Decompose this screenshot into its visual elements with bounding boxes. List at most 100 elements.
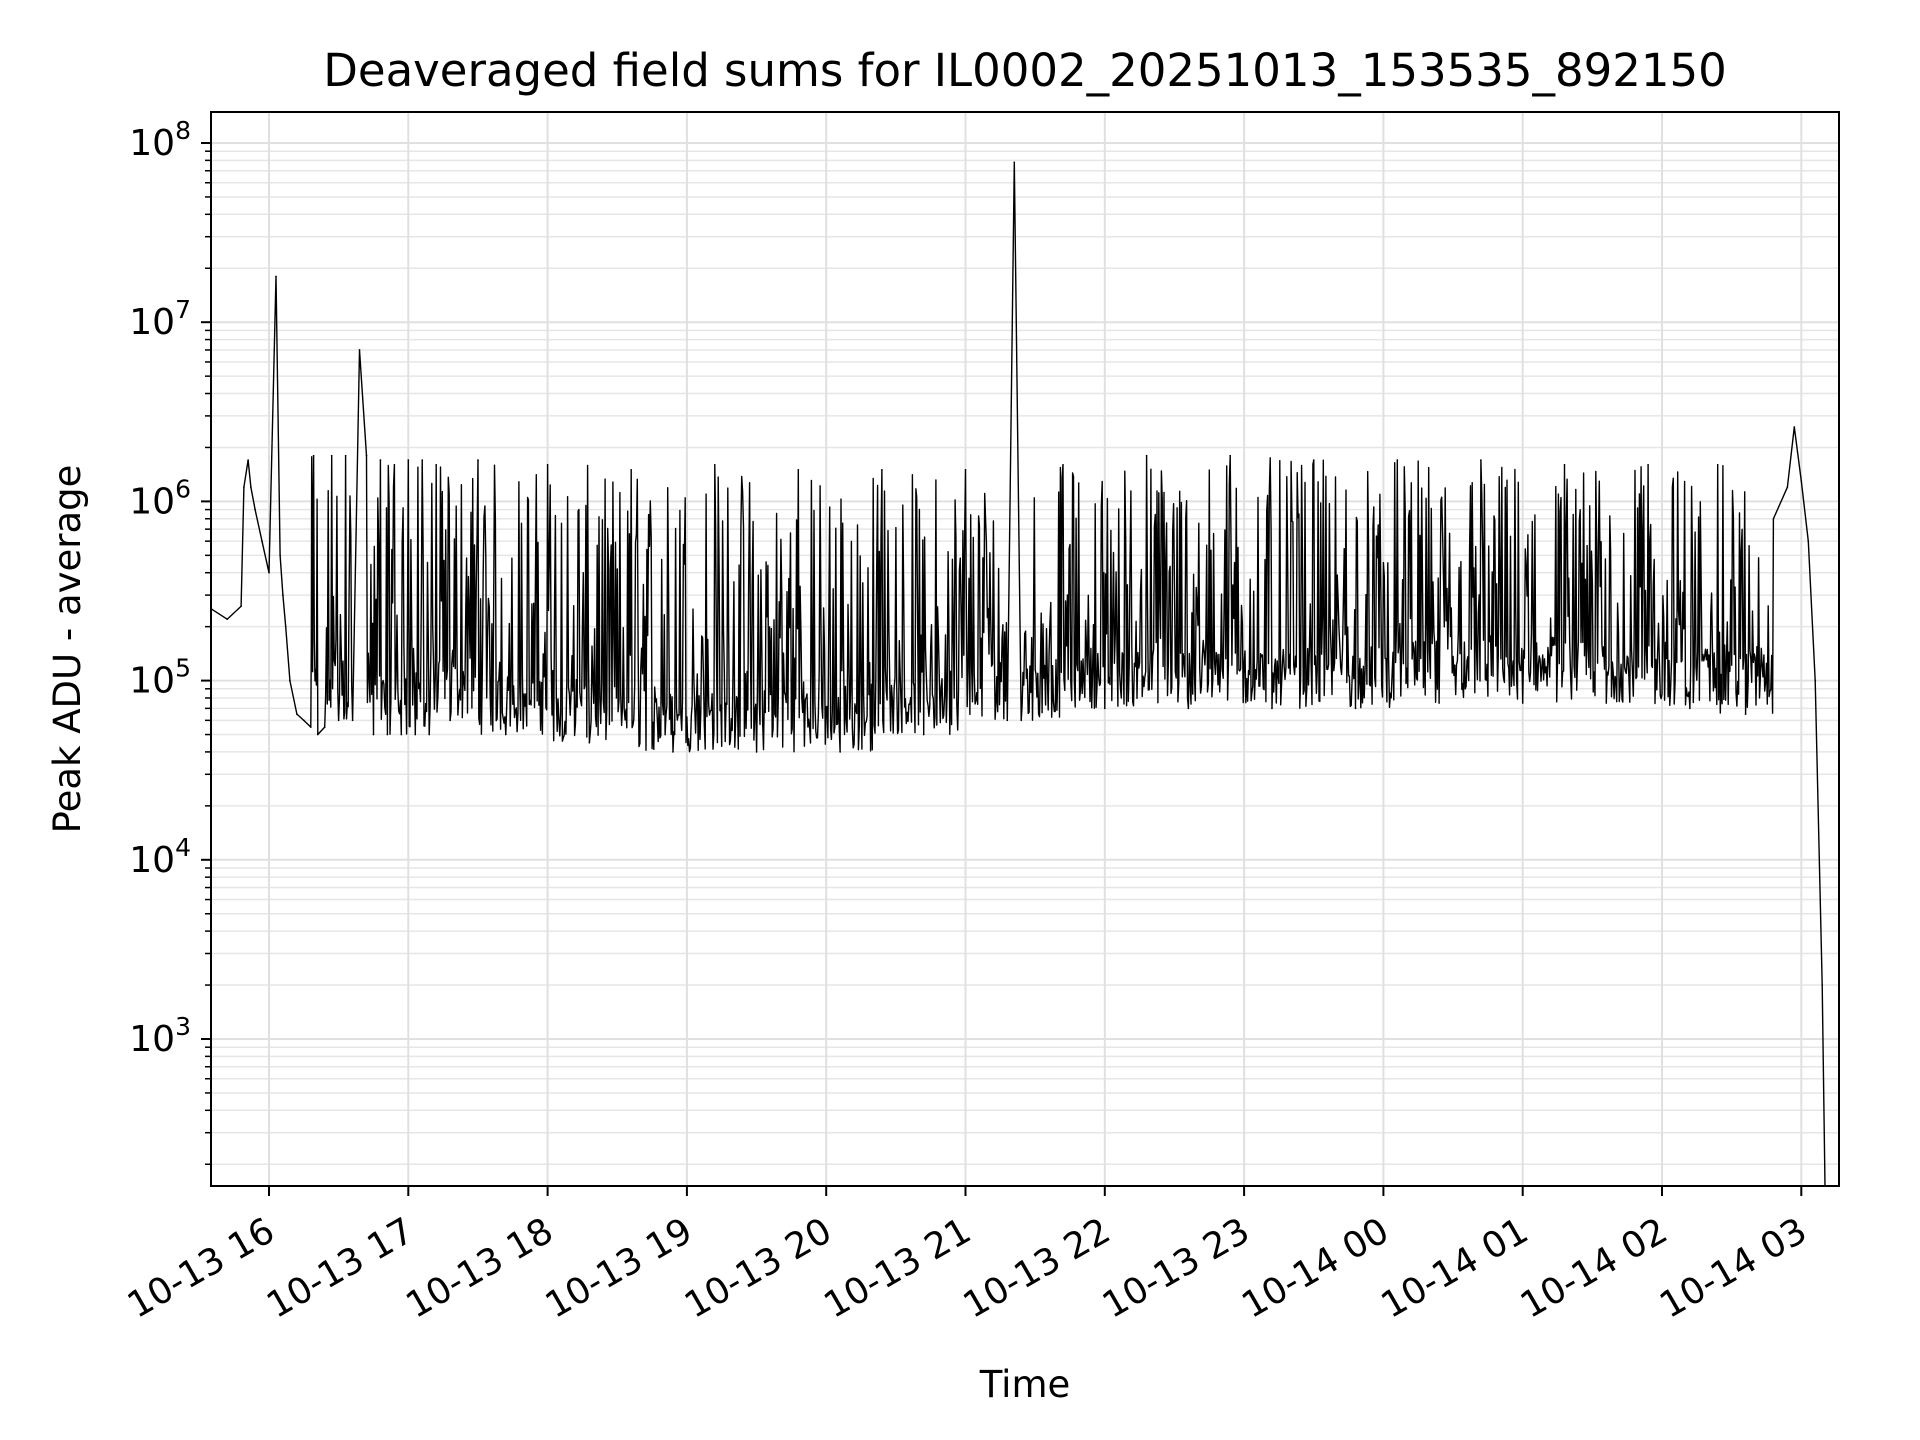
data-point bbox=[289, 679, 291, 682]
data-point bbox=[1229, 454, 1231, 457]
y-tick-label: 106 bbox=[129, 474, 191, 522]
data-point bbox=[477, 459, 479, 461]
data-point bbox=[546, 464, 549, 466]
data-point bbox=[330, 454, 333, 457]
data-point bbox=[1605, 702, 1608, 704]
x-tick-label: 10-13 23 bbox=[1096, 1210, 1257, 1326]
data-point bbox=[379, 459, 382, 461]
data-point bbox=[400, 733, 403, 736]
data-point bbox=[279, 554, 281, 557]
data-point bbox=[1800, 480, 1803, 482]
data-point bbox=[881, 469, 883, 471]
data-point bbox=[1354, 707, 1357, 710]
data-point bbox=[268, 571, 270, 574]
y-axis: 103 104 105 106 107 108 bbox=[129, 116, 211, 1166]
data-point bbox=[1145, 454, 1148, 457]
y-tick-label: 108 bbox=[129, 116, 191, 164]
data-point bbox=[254, 508, 256, 511]
data-point bbox=[421, 459, 424, 461]
data-point bbox=[839, 751, 841, 753]
data-point bbox=[261, 540, 263, 542]
data-point bbox=[672, 751, 674, 753]
data-point bbox=[755, 751, 758, 753]
data-point bbox=[358, 349, 361, 351]
data-point bbox=[386, 733, 389, 736]
x-tick-label: 10-13 18 bbox=[399, 1210, 560, 1326]
y-tick-label: 103 bbox=[129, 1012, 191, 1060]
data-point bbox=[1521, 702, 1524, 704]
data-point bbox=[414, 733, 417, 736]
x-axis-label: Time bbox=[979, 1363, 1071, 1406]
x-tick-label: 10-14 00 bbox=[1235, 1210, 1396, 1326]
data-point bbox=[797, 469, 800, 471]
x-tick-label: 10-14 03 bbox=[1653, 1210, 1814, 1326]
data-point bbox=[226, 618, 229, 621]
data-point bbox=[303, 719, 305, 722]
data-point bbox=[296, 713, 298, 715]
grid-minor bbox=[211, 150, 1839, 1166]
data-point bbox=[1271, 707, 1273, 710]
data-point bbox=[275, 275, 277, 278]
data-point bbox=[1006, 719, 1009, 722]
data-point bbox=[323, 726, 326, 728]
data-point bbox=[1104, 707, 1106, 710]
data-point bbox=[1647, 464, 1649, 466]
data-point bbox=[588, 741, 591, 744]
y-tick-label: 105 bbox=[129, 654, 191, 702]
data-point bbox=[1814, 679, 1817, 682]
data-point bbox=[393, 464, 396, 466]
data-point bbox=[407, 459, 410, 461]
data-point bbox=[247, 459, 249, 461]
x-tick-label: 10-14 01 bbox=[1375, 1210, 1536, 1326]
plot-frame bbox=[210, 111, 1840, 1187]
data-point bbox=[309, 726, 312, 728]
data-point bbox=[964, 469, 967, 471]
x-tick-label: 10-13 17 bbox=[260, 1210, 421, 1326]
x-tick-label: 10-13 21 bbox=[817, 1210, 978, 1326]
data-point bbox=[922, 733, 925, 736]
series-line bbox=[211, 161, 1826, 1187]
data-point bbox=[1013, 161, 1016, 164]
data-point bbox=[1786, 486, 1789, 489]
data-point bbox=[1807, 540, 1810, 542]
data-point bbox=[1187, 707, 1190, 710]
chart-title: Deaveraged field sums for IL0002_2025101… bbox=[323, 44, 1727, 97]
data-point bbox=[372, 733, 375, 736]
data-point bbox=[365, 454, 368, 457]
data-point bbox=[1480, 459, 1482, 461]
x-tick-label: 10-13 20 bbox=[678, 1210, 839, 1326]
y-axis-label: Peak ADU - average bbox=[46, 465, 89, 834]
data-point bbox=[449, 719, 451, 722]
data-point bbox=[316, 733, 319, 736]
data-point bbox=[337, 719, 340, 722]
data-point bbox=[1821, 984, 1823, 986]
x-tick-label: 10-13 16 bbox=[121, 1210, 282, 1326]
data-point bbox=[282, 594, 284, 596]
x-tick-label: 10-13 22 bbox=[957, 1210, 1118, 1326]
y-tick-label: 107 bbox=[129, 295, 191, 343]
data-point bbox=[1396, 459, 1399, 461]
data-point bbox=[250, 486, 252, 489]
data-point bbox=[713, 464, 716, 466]
data-point bbox=[428, 733, 430, 736]
data-point bbox=[312, 454, 315, 457]
x-tick-label: 10-14 02 bbox=[1514, 1210, 1675, 1326]
data-point bbox=[1020, 719, 1023, 722]
data-point bbox=[243, 486, 245, 489]
data-point bbox=[630, 469, 632, 471]
data-point bbox=[1438, 702, 1440, 704]
data-point bbox=[1563, 464, 1566, 466]
data-point bbox=[1312, 459, 1315, 461]
data-point bbox=[1062, 464, 1064, 466]
data-point bbox=[1772, 517, 1775, 520]
data-point bbox=[344, 454, 347, 457]
data-point bbox=[505, 733, 507, 736]
x-tick-label: 10-13 19 bbox=[539, 1210, 700, 1326]
data-point bbox=[1716, 464, 1719, 466]
data-point bbox=[351, 719, 354, 722]
data-point bbox=[240, 605, 242, 608]
y-tick-label: 104 bbox=[129, 833, 191, 881]
data-point bbox=[284, 625, 287, 628]
